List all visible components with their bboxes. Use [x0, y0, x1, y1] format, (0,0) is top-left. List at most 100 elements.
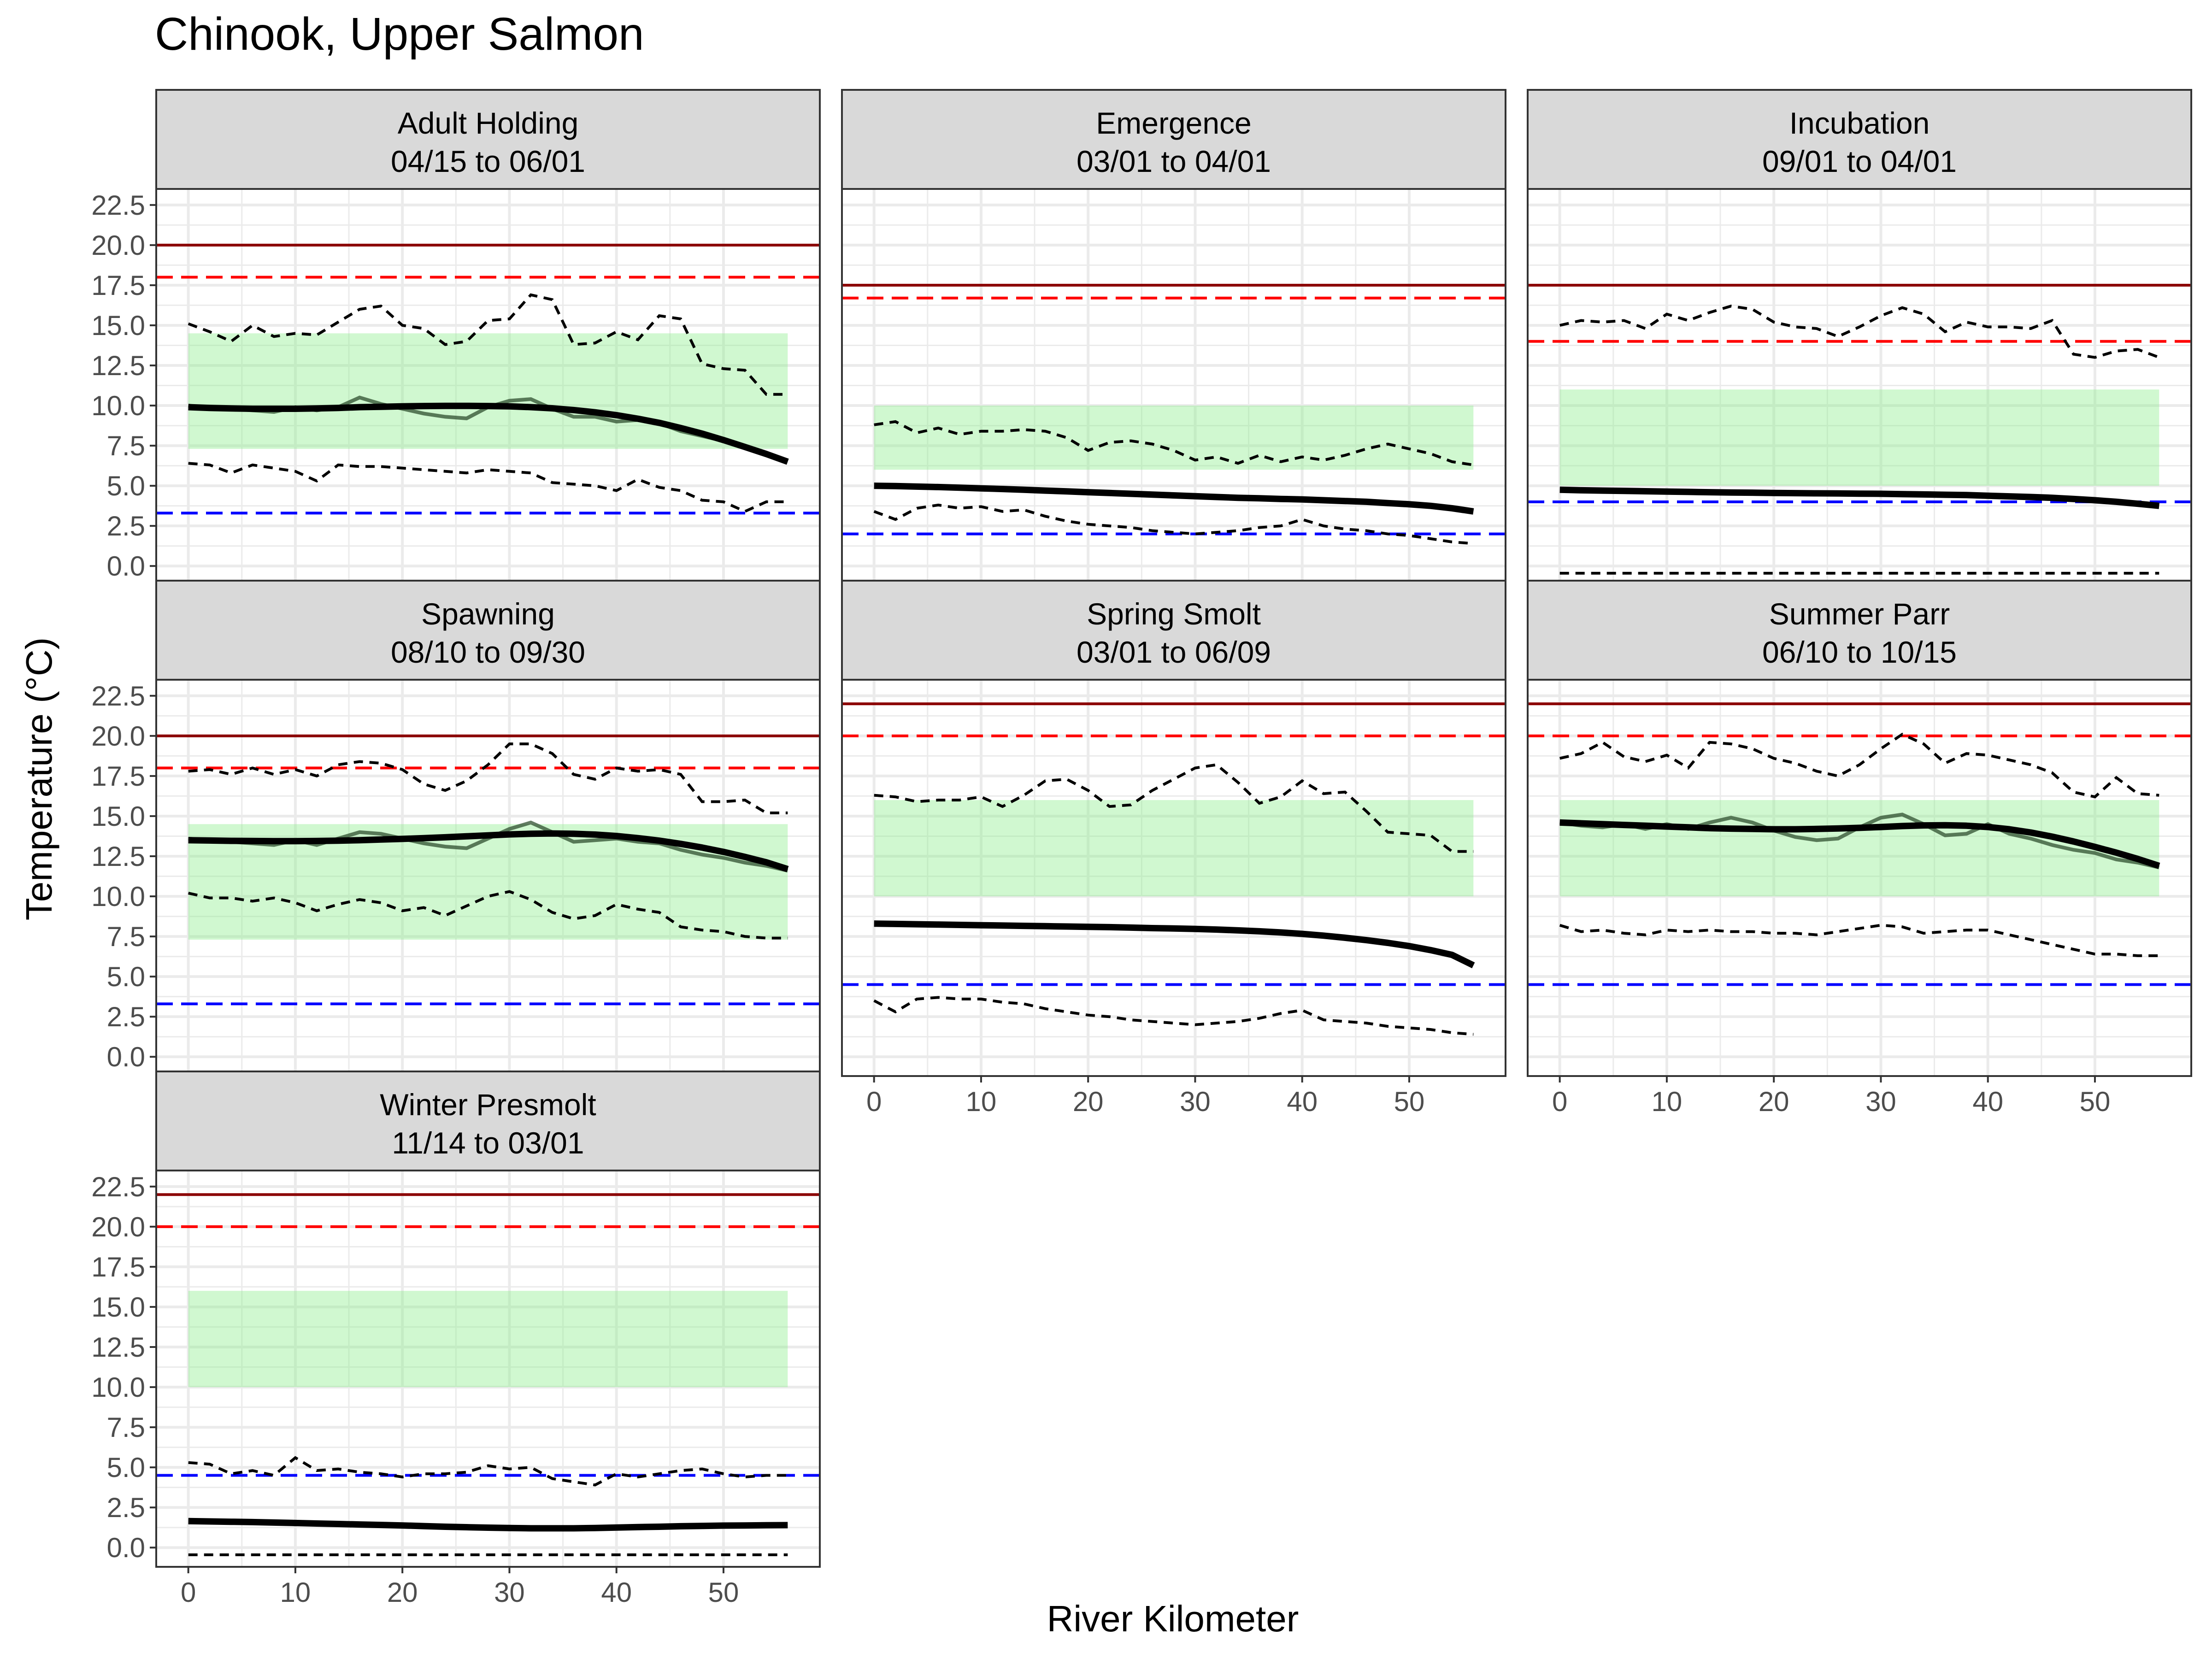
panel-background — [156, 189, 820, 585]
x-tick-label: 40 — [1972, 1086, 2003, 1117]
facet-date-range: 11/14 to 03/01 — [392, 1126, 584, 1160]
upper-quantile-line — [1559, 732, 2159, 799]
panel-background — [156, 1171, 820, 1567]
y-tick-label: 2.5 — [107, 1001, 145, 1032]
panel-border — [841, 679, 1506, 1077]
facet-title: Spawning — [421, 597, 555, 631]
x-tick-label: 0 — [1552, 1086, 1567, 1117]
median-trend-line — [874, 920, 1475, 969]
y-tick-label: 20.0 — [91, 721, 145, 752]
y-tick-label: 22.5 — [91, 681, 145, 712]
x-tick-label: 50 — [1394, 1086, 1425, 1117]
x-tick-label: 20 — [1759, 1086, 1789, 1117]
upper-quantile-line — [188, 742, 788, 814]
facet-panel: Adult Holding 04/15 to 06/01 0.0 2.5 5.0 7.5 1… — [91, 89, 821, 586]
facet-title: Emergence — [1096, 106, 1252, 140]
facet-panel: Spring Smolt 03/01 to 06/09 0 10 20 30 40 50 — [841, 580, 1506, 1117]
panel-background — [842, 680, 1506, 1076]
upper-quantile-line — [874, 420, 1474, 466]
median-trend-line — [1559, 819, 2160, 869]
y-tick-label: 17.5 — [91, 761, 145, 792]
median-trend-line — [188, 402, 789, 465]
y-tick-label: 10.0 — [91, 1372, 145, 1403]
x-tick-label: 30 — [1180, 1086, 1211, 1117]
x-tick-label: 30 — [494, 1577, 525, 1608]
facet-date-range: 06/10 to 10/15 — [1762, 635, 1957, 669]
y-tick-label: 15.0 — [91, 1292, 145, 1323]
y-tick-label: 2.5 — [107, 511, 145, 541]
facet-strip — [841, 580, 1506, 681]
facet-date-range: 09/01 to 04/01 — [1762, 144, 1957, 178]
panel-background — [842, 189, 1506, 585]
panel-border — [1527, 679, 2192, 1077]
y-tick-label: 7.5 — [107, 921, 145, 952]
x-tick-label: 50 — [708, 1577, 739, 1608]
y-tick-label: 15.0 — [91, 310, 145, 341]
y-tick-label: 22.5 — [91, 1171, 145, 1202]
median-trend-line — [188, 830, 789, 872]
y-tick-label: 22.5 — [91, 190, 145, 221]
facet-date-range: 03/01 to 04/01 — [1077, 144, 1271, 178]
facet-title: Adult Holding — [398, 106, 579, 140]
panel-background — [156, 680, 820, 1076]
x-tick-label: 50 — [2080, 1086, 2111, 1117]
x-tick-label: 0 — [181, 1577, 196, 1608]
panel-border — [155, 1170, 821, 1568]
y-tick-label: 0.0 — [107, 1041, 145, 1072]
lower-quantile-line — [188, 890, 788, 940]
y-tick-label: 12.5 — [91, 841, 145, 872]
y-tick-label: 12.5 — [91, 350, 145, 381]
facet-panel: Spawning 08/10 to 09/30 0.0 2.5 5.0 7.5 10.0 12… — [91, 580, 821, 1077]
optimal-temperature-band — [188, 1291, 788, 1388]
y-tick-label: 17.5 — [91, 1252, 145, 1282]
lower-quantile-line — [1559, 924, 2159, 957]
facet-panel: Emergence 03/01 to 04/01 — [841, 89, 1506, 586]
facet-date-range: 03/01 to 06/09 — [1077, 635, 1271, 669]
upper-quantile-line — [874, 763, 1474, 853]
y-tick-label: 5.0 — [107, 1452, 145, 1483]
x-tick-label: 20 — [387, 1577, 418, 1608]
facet-strip — [155, 1071, 821, 1171]
facet-panels: Adult Holding 04/15 to 06/01 0.0 2.5 5.0 7.5 1… — [91, 89, 2192, 1608]
median-trend-line — [1559, 486, 2159, 509]
chart-title: Chinook, Upper Salmon — [155, 8, 644, 60]
facet-date-range: 08/10 to 09/30 — [391, 635, 585, 669]
facet-title: Summer Parr — [1769, 597, 1950, 631]
x-axis-label: River Kilometer — [1047, 1598, 1299, 1639]
y-axis-label: Temperature (°C) — [18, 637, 59, 920]
optimal-temperature-band — [874, 406, 1474, 470]
facet-panel: Winter Presmolt 11/14 to 03/01 0.0 2.5 5.0 7.… — [91, 1071, 821, 1608]
x-tick-label: 40 — [601, 1577, 632, 1608]
facet-strip — [155, 89, 821, 190]
x-tick-label: 10 — [1652, 1086, 1683, 1117]
facet-strip — [841, 89, 1506, 190]
facet-panel: Incubation 09/01 to 04/01 — [1527, 89, 2192, 586]
y-tick-label: 15.0 — [91, 801, 145, 832]
y-tick-label: 20.0 — [91, 1212, 145, 1242]
y-tick-label: 0.0 — [107, 1532, 145, 1563]
optimal-temperature-band — [874, 800, 1474, 897]
y-tick-label: 10.0 — [91, 390, 145, 421]
y-tick-label: 7.5 — [107, 1412, 145, 1443]
y-tick-label: 12.5 — [91, 1332, 145, 1363]
y-tick-label: 5.0 — [107, 471, 145, 501]
upper-quantile-line — [1559, 305, 2160, 359]
lower-quantile-line — [873, 503, 1474, 545]
lower-quantile-line — [188, 462, 788, 513]
y-tick-label: 2.5 — [107, 1492, 145, 1523]
facet-date-range: 04/15 to 06/01 — [391, 144, 585, 178]
y-tick-label: 7.5 — [107, 430, 145, 461]
facet-panel: Summer Parr 06/10 to 10/15 0 10 20 30 40 50 — [1527, 580, 2192, 1117]
facet-title: Incubation — [1789, 106, 1930, 140]
upper-quantile-line — [188, 293, 788, 396]
panel-background — [1528, 189, 2191, 585]
x-tick-label: 40 — [1287, 1086, 1318, 1117]
x-tick-label: 20 — [1073, 1086, 1104, 1117]
y-tick-label: 20.0 — [91, 230, 145, 261]
x-tick-label: 10 — [966, 1086, 997, 1117]
median-trend-line — [188, 1518, 788, 1532]
optimal-temperature-band — [1559, 389, 2159, 486]
upper-quantile-line — [188, 1456, 788, 1487]
y-tick-label: 10.0 — [91, 881, 145, 912]
